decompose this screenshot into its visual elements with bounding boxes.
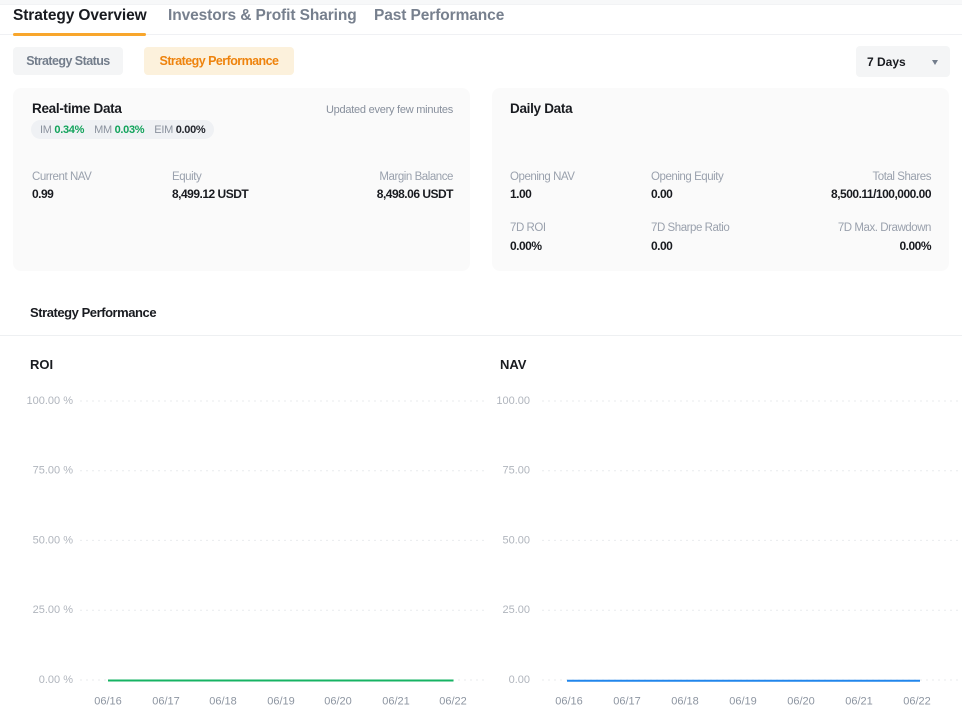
svg-text:06/22: 06/22: [903, 696, 931, 708]
svg-text:100.00 %: 100.00 %: [27, 395, 74, 407]
svg-text:50.00 %: 50.00 %: [33, 534, 74, 546]
svg-text:06/19: 06/19: [729, 696, 757, 708]
svg-text:50.00: 50.00: [502, 534, 530, 546]
svg-text:06/16: 06/16: [555, 696, 583, 708]
svg-text:75.00 %: 75.00 %: [33, 465, 74, 477]
svg-text:0.00 %: 0.00 %: [39, 674, 73, 686]
svg-text:06/19: 06/19: [267, 696, 295, 708]
svg-text:06/21: 06/21: [382, 696, 410, 708]
svg-text:06/20: 06/20: [787, 696, 815, 708]
svg-text:06/17: 06/17: [613, 696, 641, 708]
svg-text:06/17: 06/17: [152, 696, 180, 708]
svg-text:25.00 %: 25.00 %: [33, 604, 74, 616]
svg-text:06/18: 06/18: [209, 696, 237, 708]
svg-text:0.00: 0.00: [509, 674, 530, 686]
svg-text:06/16: 06/16: [94, 696, 122, 708]
svg-text:06/20: 06/20: [324, 696, 352, 708]
svg-text:100.00: 100.00: [496, 395, 530, 407]
svg-text:06/22: 06/22: [439, 696, 467, 708]
svg-text:06/18: 06/18: [671, 696, 699, 708]
svg-text:75.00: 75.00: [502, 465, 530, 477]
svg-text:06/21: 06/21: [845, 696, 873, 708]
svg-text:25.00: 25.00: [502, 604, 530, 616]
